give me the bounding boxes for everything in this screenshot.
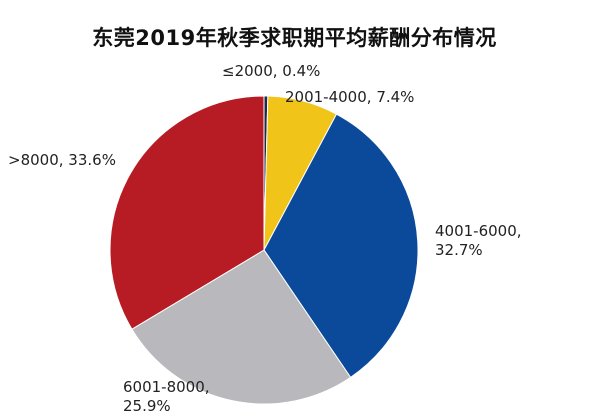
label-6001-8000: 6001-8000, 25.9% [123,378,210,415]
label-2001-4000: 2001-4000, 7.4% [285,88,415,106]
slice-gt8000 [109,95,265,330]
label-gt8000: >8000, 33.6% [8,151,116,169]
label-4001-6000: 4001-6000, 32.7% [435,222,522,259]
slice-4001-6000 [263,113,419,379]
slice-6001-8000 [131,249,352,405]
label-le2000: ≤2000, 0.4% [222,62,321,80]
chart-title: 东莞2019年秋季求职期平均薪酬分布情况 [92,26,497,50]
